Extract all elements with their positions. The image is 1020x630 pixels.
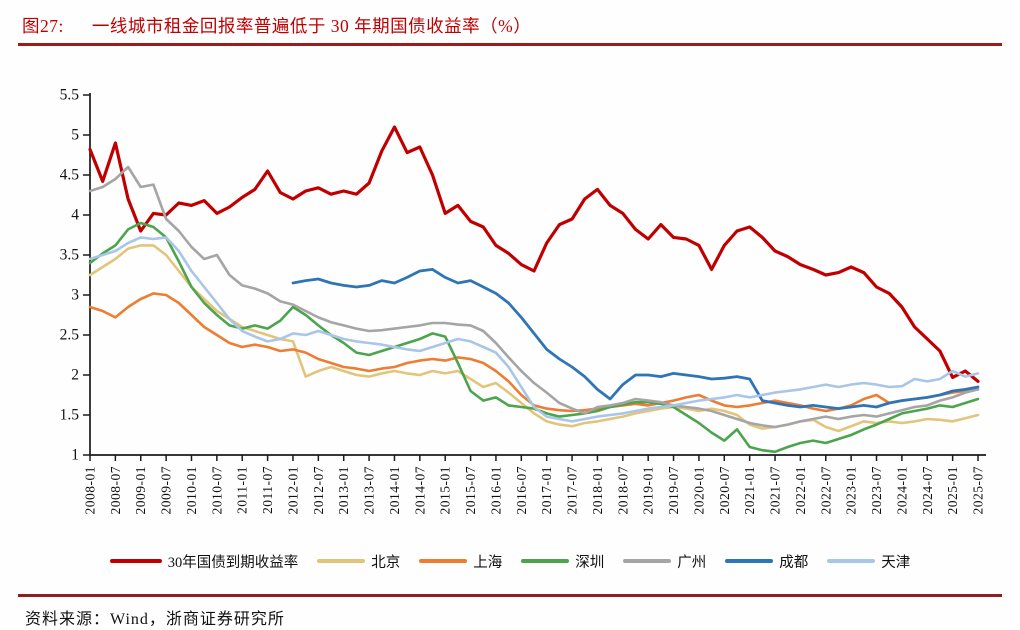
x-tick-label: 2013-01 <box>336 466 351 515</box>
series-line-成都 <box>291 268 980 410</box>
y-tick-label: 2.5 <box>60 327 80 344</box>
x-tick-label: 2025-01 <box>945 466 960 515</box>
x-tick-label: 2010-07 <box>209 466 224 515</box>
legend-item: 30年国债到期收益率 <box>109 551 299 572</box>
y-tick-label: 3.5 <box>60 247 80 264</box>
legend-swatch-icon <box>725 558 774 564</box>
x-tick-label: 2021-07 <box>768 466 783 515</box>
x-tick-label: 2011-01 <box>235 466 250 514</box>
x-tick-label: 2022-07 <box>818 466 833 515</box>
series-line-广州 <box>88 165 980 429</box>
legend-label: 上海 <box>473 554 503 571</box>
x-tick-label: 2018-01 <box>590 466 605 515</box>
y-tick-label: 2 <box>71 367 79 384</box>
figure-title: 一线城市租金回报率普遍低于 30 年期国债收益率（%） <box>91 16 532 36</box>
x-tick-label: 2015-07 <box>463 466 478 515</box>
x-tick-label: 2024-01 <box>894 466 909 515</box>
legend-label: 30年国债到期收益率 <box>167 554 299 571</box>
x-tick-label: 2019-07 <box>666 466 681 515</box>
legend: 30年国债到期收益率 北京 上海 深圳 广州 成都 天津 <box>0 549 1020 573</box>
x-tick-label: 2011-07 <box>260 466 275 514</box>
x-tick-label: 2012-07 <box>311 466 326 515</box>
x-tick-label: 2017-01 <box>539 466 554 515</box>
legend-swatch-icon <box>521 558 570 564</box>
source-note: 资料来源：Wind，浙商证券研究所 <box>25 611 285 628</box>
legend-label: 深圳 <box>575 554 605 571</box>
series-line-天津 <box>88 236 980 423</box>
x-tick-label: 2014-07 <box>412 466 427 515</box>
y-tick-label: 1.5 <box>60 407 80 424</box>
x-tick-label: 2016-01 <box>488 466 503 515</box>
x-tick-label: 2014-01 <box>387 466 402 515</box>
legend-label: 成都 <box>779 554 809 571</box>
x-tick-label: 2009-07 <box>159 466 174 515</box>
legend-label: 北京 <box>371 554 401 571</box>
legend-swatch-icon <box>827 558 876 564</box>
x-tick-label: 2020-01 <box>691 466 706 515</box>
x-tick-label: 2020-07 <box>717 466 732 515</box>
legend-item: 北京 <box>317 551 400 572</box>
x-tick-label: 2015-01 <box>438 466 453 515</box>
x-tick-label: 2012-01 <box>285 466 300 515</box>
legend-swatch-icon <box>623 558 672 564</box>
x-tick-label: 2009-01 <box>133 466 148 515</box>
x-tick-label: 2022-01 <box>793 466 808 515</box>
legend-item: 广州 <box>623 551 706 572</box>
page-title: 图27: 一线城市租金回报率普遍低于 30 年期国债收益率（%） <box>22 13 531 38</box>
x-tick-label: 2018-07 <box>615 466 630 515</box>
legend-swatch-icon <box>317 558 366 564</box>
x-tick-label: 2008-07 <box>108 466 123 515</box>
series-line-北京 <box>88 244 980 433</box>
x-tick-label: 2023-07 <box>869 466 884 515</box>
footer-divider <box>18 594 1002 597</box>
x-tick-label: 2019-01 <box>641 466 656 515</box>
title-divider <box>18 43 1002 46</box>
x-tick-label: 2008-01 <box>83 466 98 515</box>
y-tick-label: 4 <box>71 207 79 224</box>
y-tick-label: 1 <box>71 447 79 464</box>
x-tick-label: 2010-01 <box>184 466 199 515</box>
x-tick-label: 2025-07 <box>971 466 986 515</box>
legend-swatch-icon <box>419 558 468 564</box>
x-tick-label: 2023-01 <box>844 466 859 515</box>
y-tick-label: 5.5 <box>60 87 80 104</box>
legend-item: 深圳 <box>521 551 604 572</box>
y-tick-label: 5 <box>71 127 79 144</box>
figure-label: 图27: <box>22 16 64 36</box>
x-tick-label: 2013-07 <box>362 466 377 515</box>
legend-item: 天津 <box>827 551 910 572</box>
y-tick-label: 3 <box>71 287 79 304</box>
legend-item: 上海 <box>419 551 502 572</box>
legend-label: 天津 <box>881 554 911 571</box>
x-tick-label: 2016-07 <box>514 466 529 515</box>
y-tick-label: 4.5 <box>60 167 80 184</box>
series-line-30年国债到期收益率 <box>88 125 980 383</box>
x-tick-label: 2021-01 <box>742 466 757 515</box>
legend-swatch-icon <box>109 558 162 564</box>
x-tick-label: 2024-07 <box>920 466 935 515</box>
x-tick-label: 2017-07 <box>565 466 580 515</box>
legend-item: 成都 <box>725 551 808 572</box>
legend-label: 广州 <box>677 554 707 571</box>
